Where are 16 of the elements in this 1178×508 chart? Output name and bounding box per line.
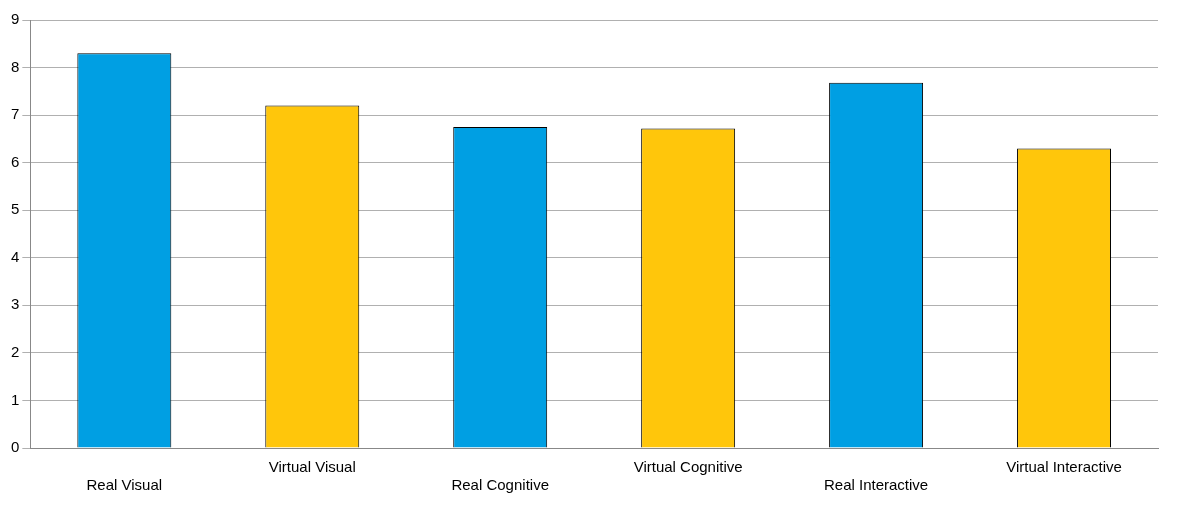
x-tick-label: Virtual Visual [268, 458, 356, 476]
y-tick-label: 1 [11, 390, 20, 408]
y-tick-label: 7 [11, 105, 20, 123]
y-tick-label: 2 [11, 343, 20, 361]
y-tick-label: 8 [11, 57, 20, 75]
y-tick-label: 4 [11, 247, 20, 265]
x-tick-label: Real Cognitive [451, 476, 549, 494]
y-tick-label: 9 [11, 10, 20, 28]
x-tick-label: Real Interactive [823, 476, 929, 494]
y-tick-label: 0 [11, 438, 20, 456]
y-tick-label: 5 [11, 200, 20, 218]
x-tick-label: Real Visual [86, 476, 163, 494]
x-tick-label: Virtual Cognitive [633, 458, 743, 476]
y-tick-label: 6 [11, 152, 20, 170]
x-tick-label: Virtual Interactive [1006, 458, 1122, 476]
y-tick-label: 3 [11, 295, 20, 313]
